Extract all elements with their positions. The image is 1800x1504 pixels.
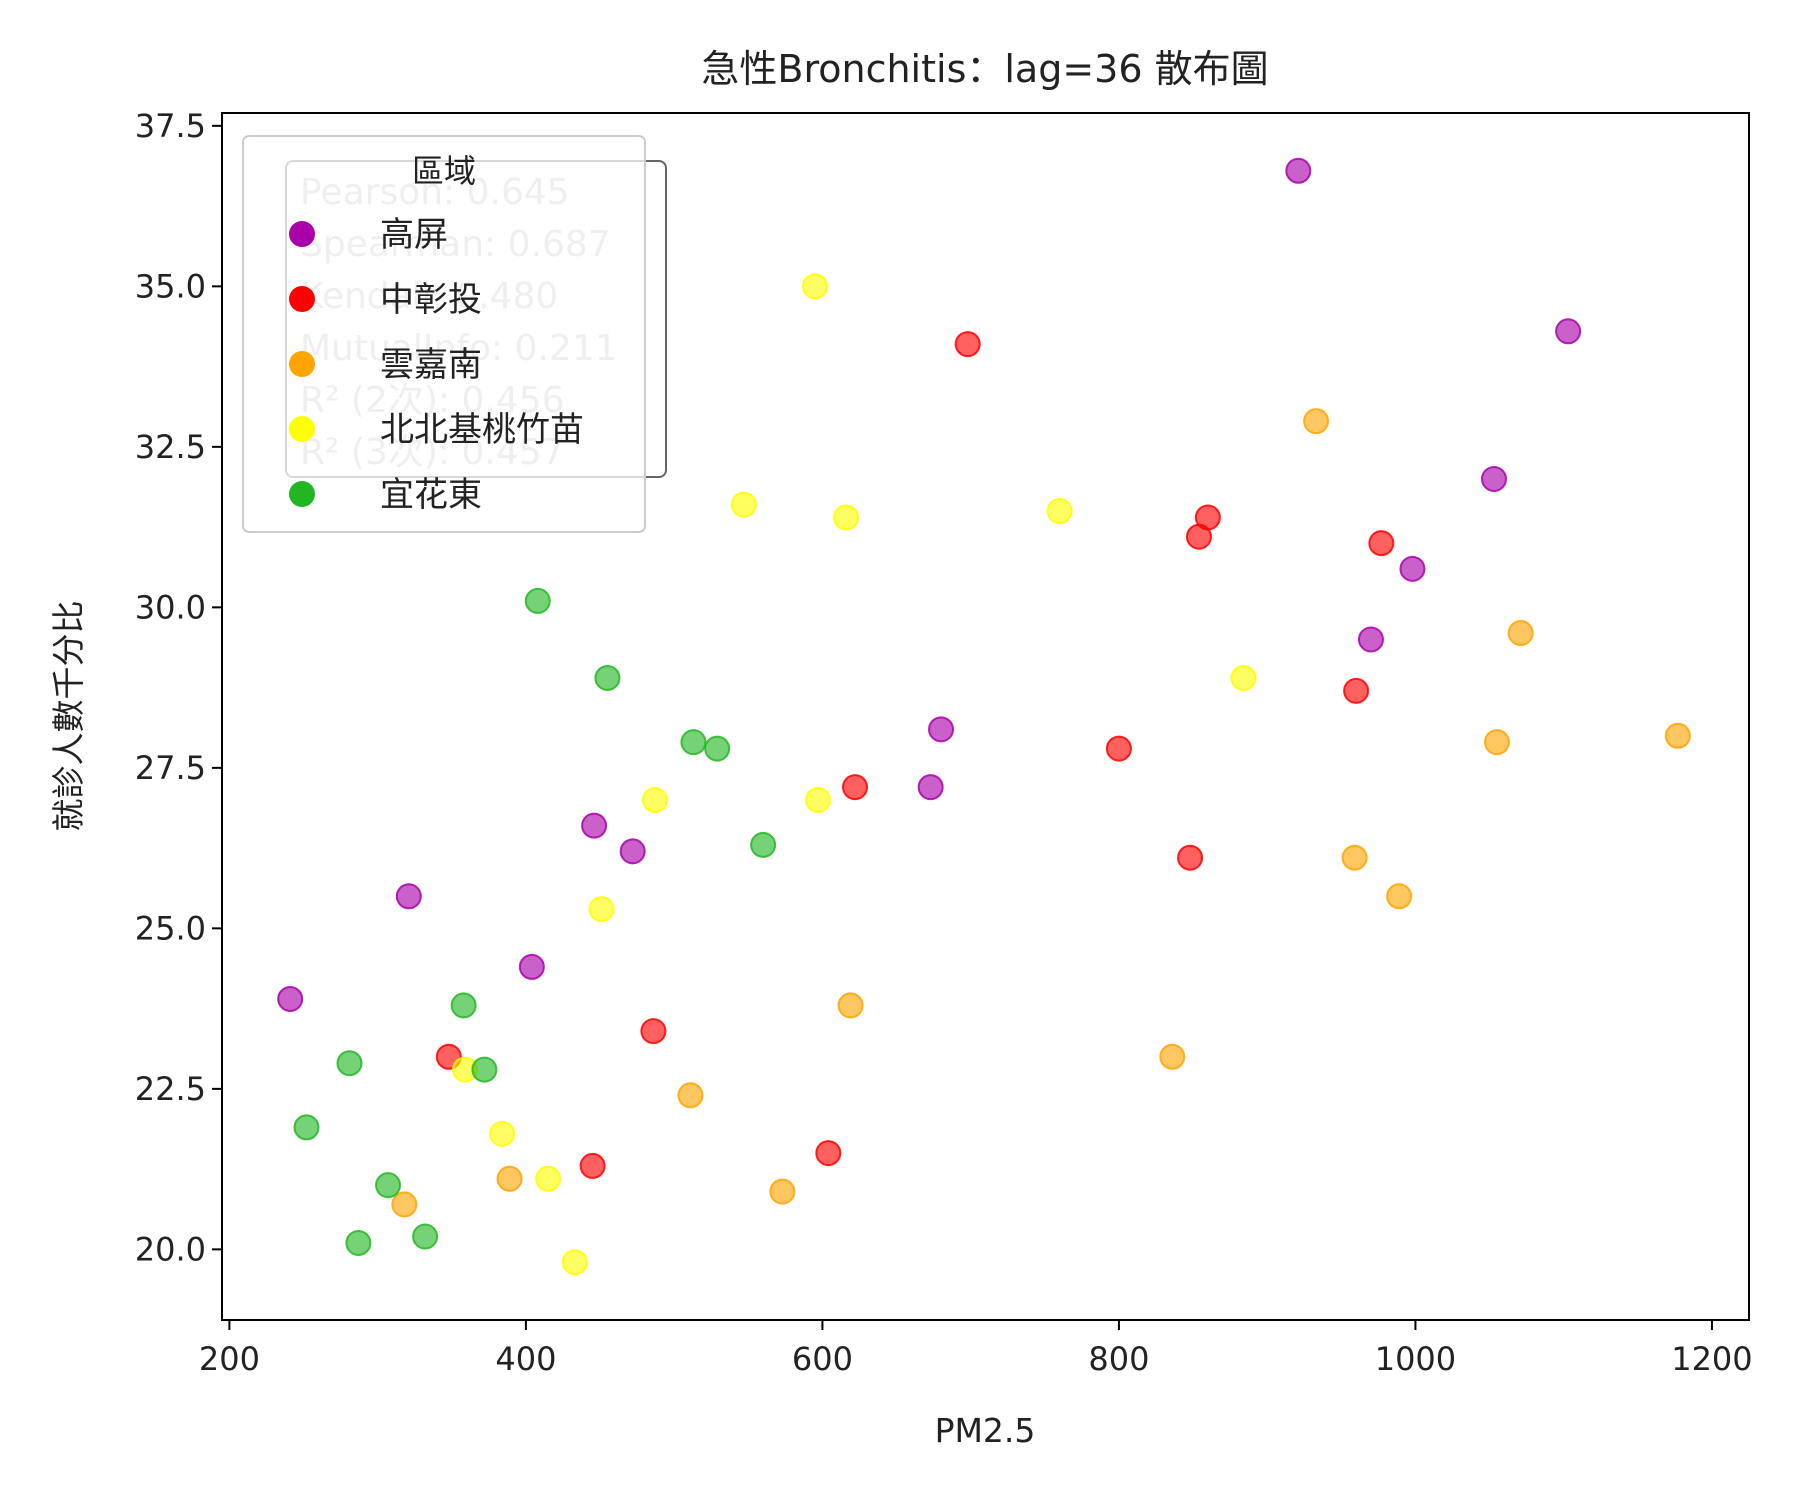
y-axis-label: 就診人數千分比 [49,601,88,832]
scatter-point [1343,677,1370,704]
scatter-point [1481,465,1508,492]
scatter-point [496,1165,523,1192]
legend-label: 北北基桃竹苗 [380,410,584,450]
x-tick-label: 1200 [1671,1340,1752,1378]
legend-label: 宜花東 [380,475,482,515]
legend-title: 區域 [412,152,476,190]
scatter-point [1177,844,1204,871]
scatter-point [1386,883,1413,910]
y-tick-label: 25.0 [135,909,206,947]
scatter-point [842,774,869,801]
legend-marker [289,221,315,247]
scatter-point [1483,729,1510,756]
scatter-point [535,1165,562,1192]
scatter-point [518,953,545,980]
scatter-point [1341,844,1368,871]
x-tick-label: 600 [792,1340,853,1378]
scatter-point [450,992,477,1019]
scatter-point [471,1056,498,1083]
legend-frame [242,135,646,533]
legend-label: 高屏 [380,215,448,255]
scatter-point [1285,157,1312,184]
scatter-point [581,812,608,839]
x-tick-label: 1000 [1375,1340,1456,1378]
scatter-point [619,838,646,865]
scatter-point [375,1172,402,1199]
y-tick-label: 27.5 [135,749,206,787]
y-tick-label: 37.5 [135,107,206,145]
scatter-point [1105,735,1132,762]
legend-marker [289,286,315,312]
scatter-point [680,729,707,756]
scatter-point [1368,530,1395,557]
axes-frame [221,112,1750,1321]
scatter-point [750,831,777,858]
scatter-point [1555,318,1582,345]
scatter-point [1664,722,1691,749]
scatter-point [336,1050,363,1077]
scatter-point [815,1140,842,1167]
scatter-point [1159,1043,1186,1070]
scatter-point [804,786,831,813]
scatter-point [917,774,944,801]
x-axis-label: PM2.5 [935,1411,1036,1450]
scatter-point [579,1152,606,1179]
scatter-point [833,504,860,531]
y-tick-label: 20.0 [135,1230,206,1268]
scatter-point [1357,626,1384,653]
legend-label: 雲嘉南 [380,345,482,385]
scatter-point [837,992,864,1019]
legend-marker [289,481,315,507]
x-axis: 200 400 600 800 1000 1200 [199,1320,1753,1378]
scatter-point [1399,555,1426,582]
scatter-point [489,1120,516,1147]
scatter-point [277,985,304,1012]
scatter-point [928,716,955,743]
scatter-point [730,491,757,518]
legend-marker [289,351,315,377]
scatter-point [391,1191,418,1218]
y-tick-label: 22.5 [135,1070,206,1108]
scatter-point [704,735,731,762]
scatter-point [769,1178,796,1205]
scatter-point [1185,523,1212,550]
scatter-point [641,786,668,813]
scatter-point [412,1223,439,1250]
scatter-point [395,883,422,910]
scatter-point [1230,664,1257,691]
scatter-point [640,1018,667,1045]
x-tick-label: 400 [495,1340,556,1378]
y-tick-label: 32.5 [135,428,206,466]
x-tick-label: 200 [199,1340,260,1378]
scatter-point [1507,620,1534,647]
scatter-point [1046,498,1073,525]
plot-area [277,157,1691,1276]
scatter-point [345,1229,372,1256]
scatter-point [802,273,829,300]
scatter-point [954,331,981,358]
legend-marker [289,416,315,442]
legend-label: 中彰投 [380,280,482,320]
scatter-point [293,1114,320,1141]
scatter-point [524,587,551,614]
y-tick-label: 30.0 [135,588,206,626]
scatter-point [677,1082,704,1109]
scatter-point [588,896,615,923]
y-tick-label: 35.0 [135,267,206,305]
scatter-point [1303,408,1330,435]
chart-title: 急性Bronchitis：lag=36 散布圖 [701,47,1268,91]
scatter-point [561,1249,588,1276]
x-tick-label: 800 [1088,1340,1149,1378]
scatter-point [594,664,621,691]
y-axis: 20.0 22.5 25.0 27.5 30.0 32.5 35.0 37.5 [135,107,222,1268]
